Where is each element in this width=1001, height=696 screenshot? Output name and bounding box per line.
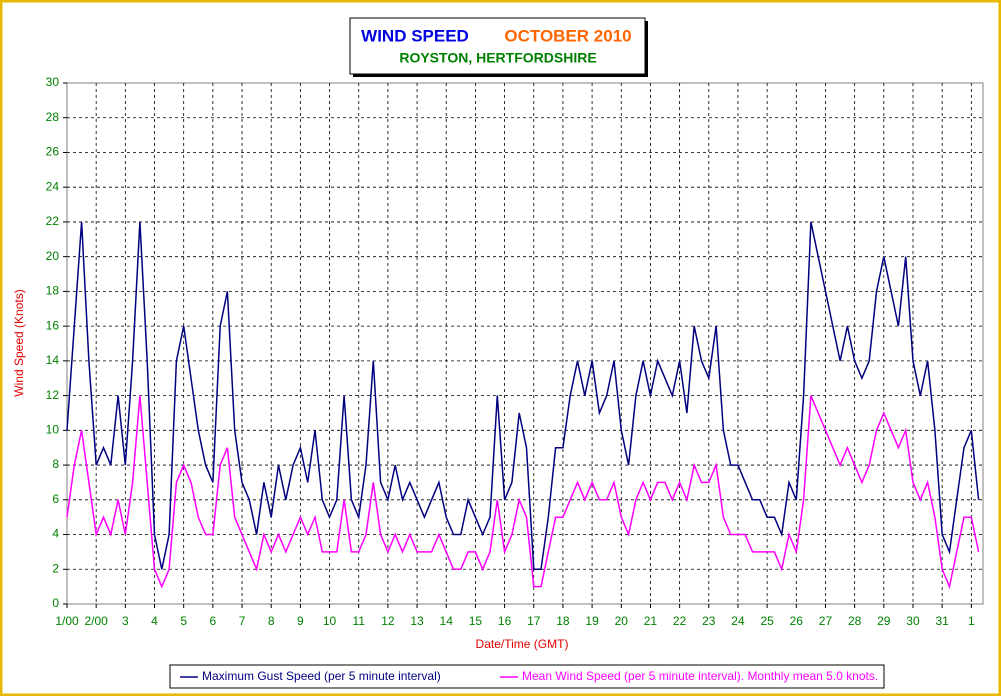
y-axis-label: Wind Speed (Knots) — [12, 289, 26, 396]
x-tick-label: 1/00 — [55, 614, 79, 628]
x-tick-label: 2/00 — [84, 614, 108, 628]
y-tick-label: 0 — [52, 596, 59, 610]
legend-label: Mean Wind Speed (per 5 minute interval).… — [522, 669, 878, 683]
y-tick-label: 16 — [46, 318, 60, 332]
legend — [169, 664, 885, 689]
x-tick-label: 26 — [790, 614, 804, 628]
series-line — [66, 395, 980, 590]
x-tick-label: 16 — [498, 614, 512, 628]
y-tick-label: 26 — [46, 145, 60, 159]
title-box — [349, 17, 646, 75]
y-tick-label: 18 — [46, 284, 60, 298]
x-tick-label: 24 — [731, 614, 745, 628]
y-tick-label: 14 — [46, 353, 60, 367]
x-tick-label: 13 — [410, 614, 424, 628]
chart-subtitle: ROYSTON, HERTFORDSHIRE — [399, 50, 596, 66]
y-tick-label: 22 — [46, 214, 60, 228]
x-tick-label: 5 — [180, 614, 187, 628]
legend-label: Maximum Gust Speed (per 5 minute interva… — [202, 669, 441, 683]
y-tick-label: 20 — [46, 249, 60, 263]
y-tick-label: 6 — [52, 492, 59, 506]
x-tick-label: 18 — [556, 614, 570, 628]
x-tick-label: 14 — [440, 614, 454, 628]
y-tick-label: 8 — [52, 457, 59, 471]
x-tick-label: 11 — [352, 614, 365, 628]
y-tick-label: 24 — [46, 179, 60, 193]
y-tick-label: 4 — [52, 527, 59, 541]
x-tick-label: 22 — [673, 614, 687, 628]
x-tick-label: 27 — [819, 614, 833, 628]
x-tick-label: 25 — [760, 614, 774, 628]
plot-area — [66, 82, 984, 605]
y-tick-label: 10 — [46, 423, 60, 437]
y-tick-label: 28 — [46, 110, 60, 124]
x-tick-label: 12 — [381, 614, 395, 628]
x-tick-label: 23 — [702, 614, 716, 628]
x-tick-label: 28 — [848, 614, 862, 628]
x-tick-label: 6 — [210, 614, 217, 628]
x-tick-label: 21 — [644, 614, 658, 628]
x-tick-label: 4 — [151, 614, 158, 628]
x-tick-label: 1 — [968, 614, 975, 628]
x-tick-label: 31 — [935, 614, 949, 628]
x-tick-label: 17 — [527, 614, 541, 628]
y-tick-label: 30 — [46, 75, 60, 89]
y-tick-label: 2 — [52, 561, 59, 575]
x-tick-label: 8 — [268, 614, 275, 628]
x-tick-label: 20 — [615, 614, 629, 628]
chart-title-period: OCTOBER 2010 — [504, 26, 631, 45]
x-axis-label: Date/Time (GMT) — [476, 637, 569, 651]
chart-title: WIND SPEED — [361, 26, 469, 45]
x-tick-label: 10 — [323, 614, 337, 628]
series-line — [66, 221, 980, 571]
x-tick-label: 15 — [469, 614, 483, 628]
legend-items: Maximum Gust Speed (per 5 minute interva… — [180, 669, 878, 683]
x-tick-label: 9 — [297, 614, 304, 628]
x-tick-label: 7 — [239, 614, 246, 628]
y-tick-label: 12 — [46, 388, 60, 402]
x-tick-label: 19 — [585, 614, 599, 628]
x-tick-label: 3 — [122, 614, 129, 628]
x-tick-label: 30 — [906, 614, 920, 628]
x-tick-label: 29 — [877, 614, 891, 628]
